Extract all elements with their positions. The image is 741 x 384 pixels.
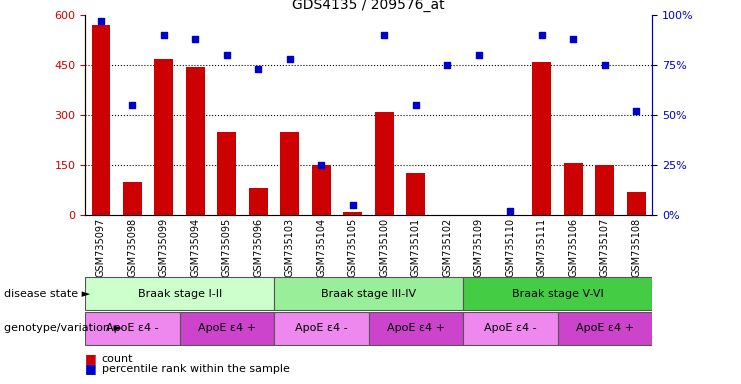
Text: Braak stage V-VI: Braak stage V-VI	[512, 289, 603, 299]
Bar	[368, 312, 463, 345]
Bar	[463, 312, 557, 345]
Bar	[564, 164, 582, 215]
Bar	[274, 312, 369, 345]
Text: disease state ►: disease state ►	[4, 289, 90, 299]
Bar	[85, 312, 179, 345]
Point	[536, 32, 548, 38]
Bar	[344, 212, 362, 215]
Bar	[595, 165, 614, 215]
Text: ■: ■	[85, 353, 97, 366]
Bar	[532, 62, 551, 215]
Point	[379, 32, 391, 38]
Point	[190, 36, 202, 42]
Point	[316, 162, 328, 168]
Point	[284, 56, 296, 62]
Text: ApoE ε4 +: ApoE ε4 +	[387, 323, 445, 333]
Point	[221, 52, 233, 58]
Bar	[186, 67, 205, 215]
Point	[473, 52, 485, 58]
Text: ApoE ε4 -: ApoE ε4 -	[106, 323, 159, 333]
Text: ■: ■	[85, 362, 97, 375]
Point	[347, 202, 359, 208]
Bar	[557, 312, 652, 345]
Bar	[85, 277, 274, 310]
Point	[410, 102, 422, 108]
Bar	[123, 182, 142, 215]
Text: percentile rank within the sample: percentile rank within the sample	[102, 364, 290, 374]
Text: ApoE ε4 -: ApoE ε4 -	[295, 323, 348, 333]
Point	[599, 62, 611, 68]
Bar	[627, 192, 646, 215]
Point	[505, 208, 516, 214]
Bar	[312, 165, 330, 215]
Bar	[406, 174, 425, 215]
Point	[631, 108, 642, 114]
Text: count: count	[102, 354, 133, 364]
Text: ApoE ε4 +: ApoE ε4 +	[198, 323, 256, 333]
Text: Braak stage III-IV: Braak stage III-IV	[321, 289, 416, 299]
Point	[158, 32, 170, 38]
Point	[95, 18, 107, 25]
Text: Braak stage I-II: Braak stage I-II	[138, 289, 222, 299]
Bar	[274, 277, 463, 310]
Bar	[92, 25, 110, 215]
Bar	[179, 312, 274, 345]
Point	[568, 36, 579, 42]
Bar	[154, 59, 173, 215]
Bar	[375, 112, 393, 215]
Bar	[463, 277, 652, 310]
Bar	[249, 189, 268, 215]
Text: ApoE ε4 -: ApoE ε4 -	[484, 323, 536, 333]
Title: GDS4135 / 209576_at: GDS4135 / 209576_at	[293, 0, 445, 12]
Text: ApoE ε4 +: ApoE ε4 +	[576, 323, 634, 333]
Point	[127, 102, 139, 108]
Text: genotype/variation ►: genotype/variation ►	[4, 323, 122, 333]
Bar	[218, 132, 236, 215]
Bar	[280, 132, 299, 215]
Point	[253, 66, 265, 72]
Point	[442, 62, 453, 68]
